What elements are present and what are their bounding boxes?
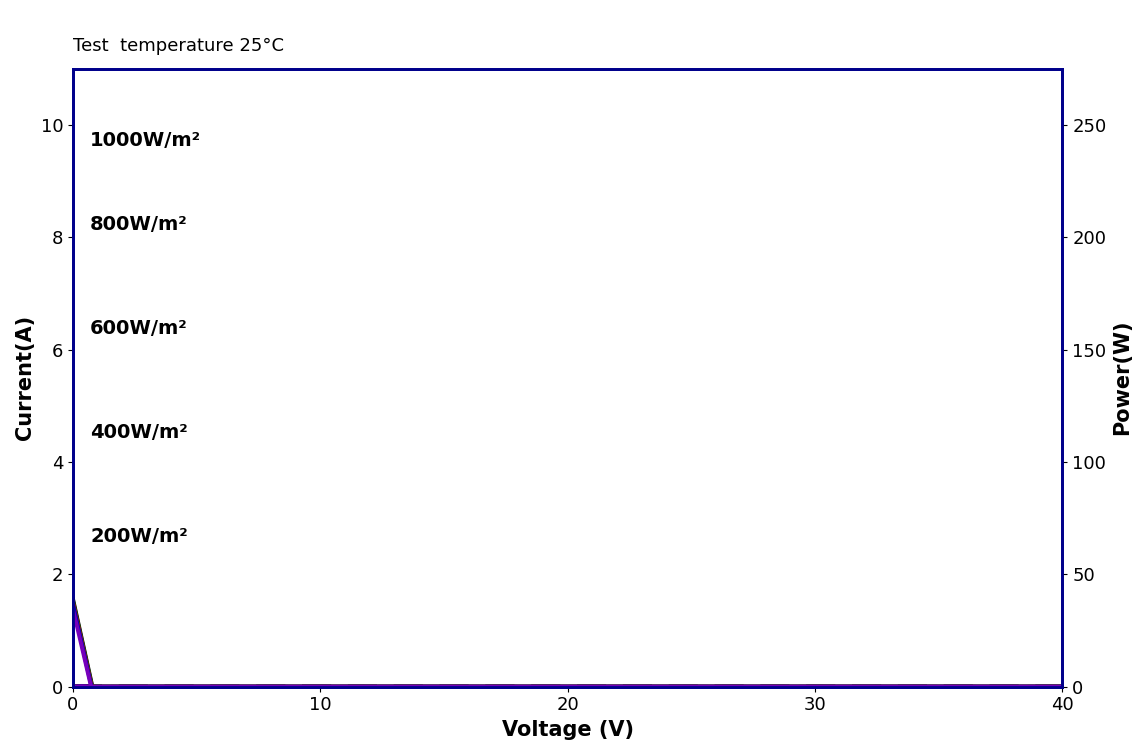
Text: 200W/m²: 200W/m² xyxy=(91,527,188,546)
Y-axis label: Power(W): Power(W) xyxy=(1111,320,1132,436)
Text: 800W/m²: 800W/m² xyxy=(91,215,188,234)
X-axis label: Voltage (V): Voltage (V) xyxy=(501,720,633,740)
Text: 600W/m²: 600W/m² xyxy=(91,319,188,338)
Text: 400W/m²: 400W/m² xyxy=(91,424,188,442)
Text: 1000W/m²: 1000W/m² xyxy=(91,131,202,150)
Text: Test  temperature 25°C: Test temperature 25°C xyxy=(73,37,284,55)
Y-axis label: Current(A): Current(A) xyxy=(15,315,36,440)
